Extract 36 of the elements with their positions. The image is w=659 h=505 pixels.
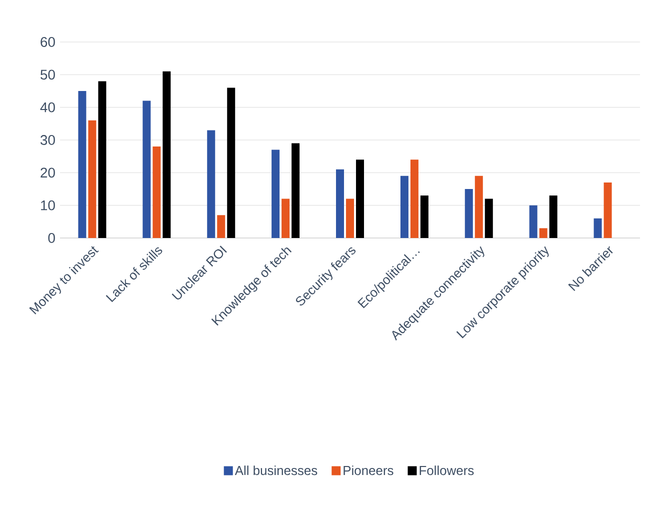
bar [142,100,151,238]
bar [78,91,86,238]
bar [152,146,161,238]
legend-label: All businesses [234,466,318,476]
y-tick-label: 30 [40,135,55,145]
bar [474,176,483,238]
y-tick-label: 0 [48,233,55,243]
bar [346,198,354,238]
bar [88,120,96,238]
bar [272,150,280,238]
bar [227,88,236,238]
bar [484,198,493,238]
legend-label: Followers [420,466,474,476]
bar [356,160,364,238]
y-tick-label: 10 [41,200,55,210]
bar [162,71,171,238]
bar [400,176,408,238]
bar [464,189,473,238]
bar [594,218,602,238]
y-tick-label: 40 [40,102,55,112]
legend-label: Pioneers [344,466,394,476]
bar [217,215,226,238]
bar [604,182,612,238]
y-tick-label: 50 [40,70,55,80]
bar [539,228,548,238]
bar [292,143,300,238]
bar [336,169,344,238]
bar [282,198,290,238]
y-tick-label: 60 [40,37,55,47]
bar [98,81,106,238]
bar [207,130,216,238]
y-tick-label: 20 [40,168,55,178]
bar [549,196,558,238]
bar [420,196,428,238]
bar [529,205,538,238]
bar [410,160,418,238]
